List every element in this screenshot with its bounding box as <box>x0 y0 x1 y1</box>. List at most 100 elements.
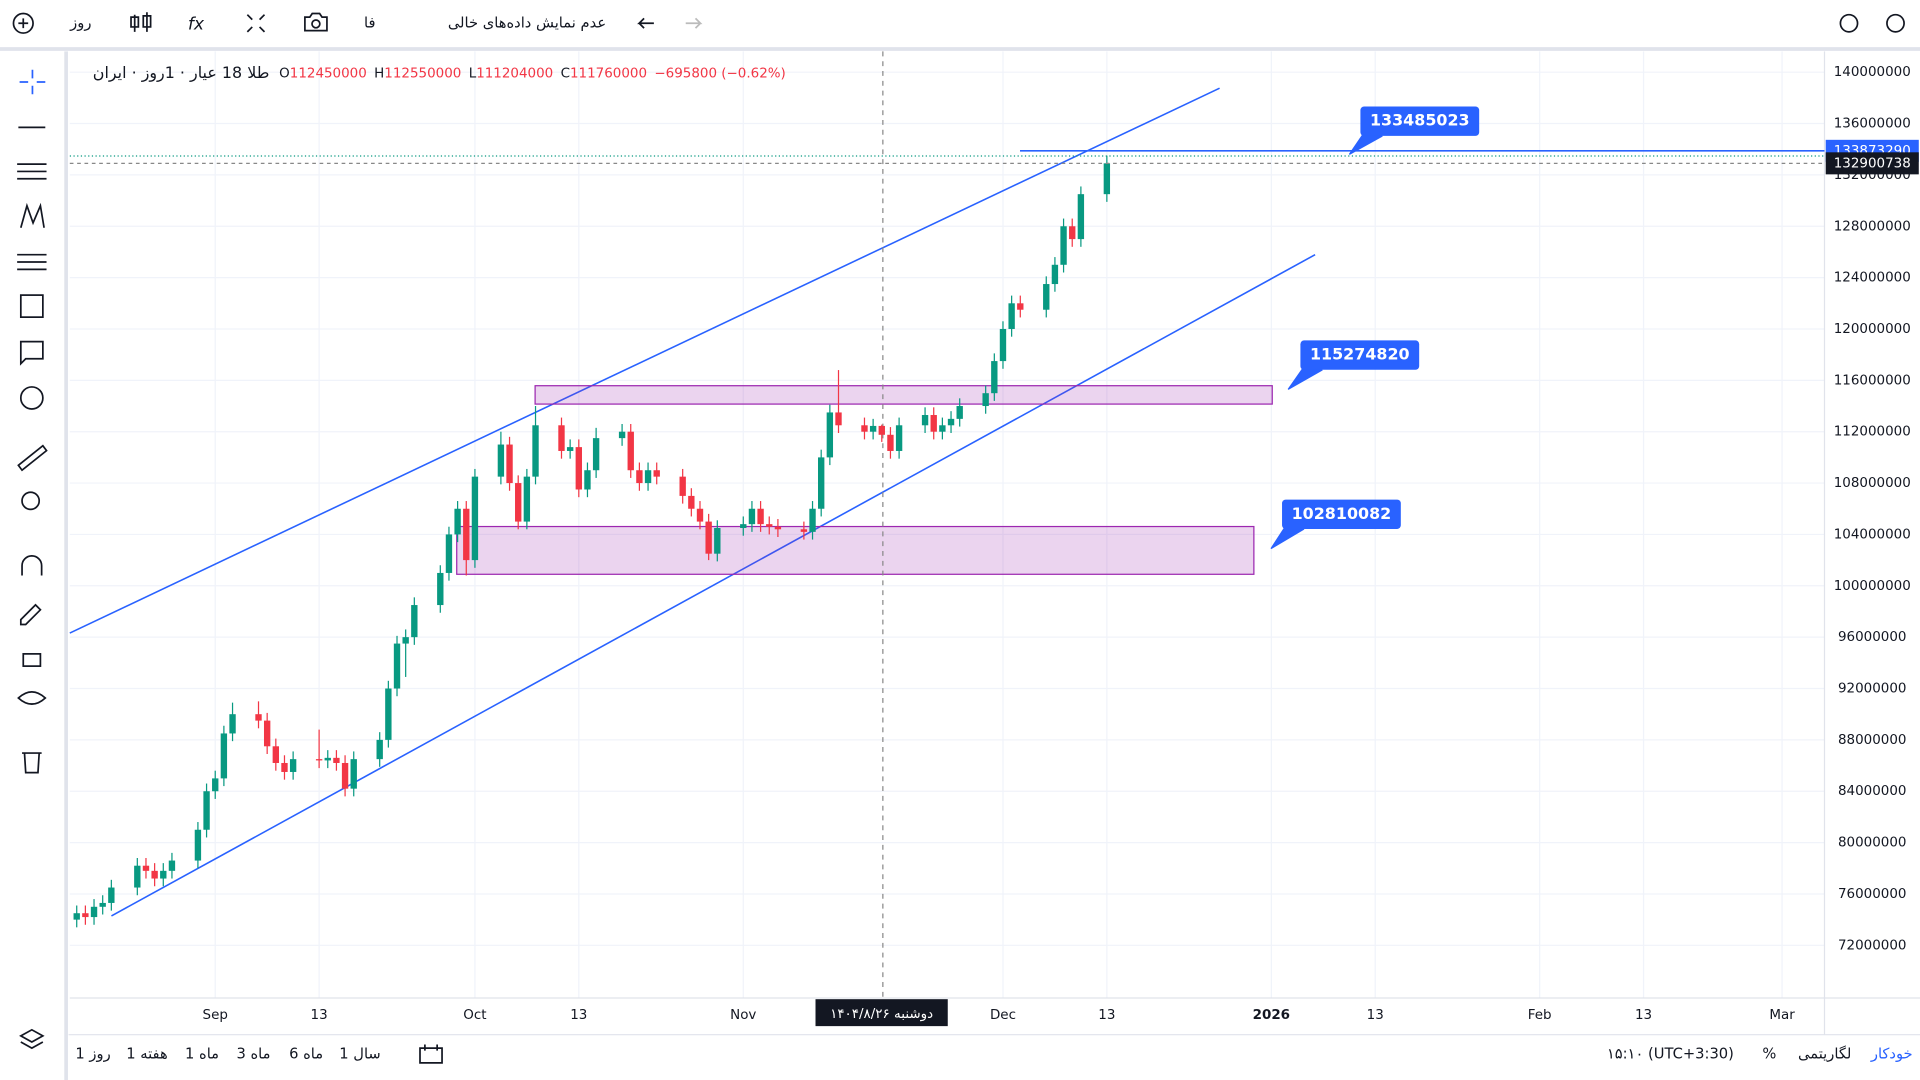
candle-body <box>982 393 989 407</box>
change: −695800 (−0.62%) <box>654 66 785 81</box>
range-button[interactable]: 1 روز <box>75 1045 110 1062</box>
candle-body <box>463 508 470 561</box>
chart-type-button[interactable] <box>130 12 152 32</box>
timezone[interactable]: ۱۵:۱۰ (UTC+3:30) <box>1607 1045 1734 1062</box>
y-tick-label: 84000000 <box>1838 784 1906 799</box>
candle-body <box>592 438 600 471</box>
percent-button[interactable]: % <box>1762 1045 1776 1062</box>
magnet-tool[interactable] <box>21 555 43 576</box>
candle-body <box>82 913 89 918</box>
hide-empty-button[interactable]: عدم نمایش داده‌های خالی <box>448 14 606 31</box>
candle-body <box>878 425 885 435</box>
candle-body <box>471 476 479 561</box>
candle-body <box>800 529 808 532</box>
candle-body <box>73 913 80 920</box>
candle-body <box>991 361 998 394</box>
candle-body <box>575 447 582 490</box>
candle-body <box>272 746 280 763</box>
candle-body <box>714 528 721 554</box>
o-value: 112450000 <box>290 66 367 81</box>
candle-body <box>160 870 167 879</box>
screenshot-button[interactable] <box>304 12 328 32</box>
candle-body <box>324 757 331 761</box>
candle-body <box>861 425 868 432</box>
candle-body <box>705 521 712 554</box>
text-tool[interactable] <box>19 340 44 366</box>
candle-body <box>437 572 444 606</box>
draw-mode-tool[interactable] <box>19 603 42 626</box>
x-tick-label: 13 <box>1635 1008 1652 1023</box>
candle-body <box>558 425 565 451</box>
channel-tool[interactable] <box>17 163 47 180</box>
range-button[interactable]: 1 سال <box>339 1045 380 1062</box>
candle-body <box>584 470 591 490</box>
candle-body <box>203 791 210 830</box>
candle-body <box>523 476 531 522</box>
alert-button[interactable] <box>1839 13 1859 33</box>
candle-body <box>532 425 539 477</box>
y-tick-label: 136000000 <box>1834 117 1911 132</box>
range-button[interactable]: 3 ماه <box>236 1045 270 1062</box>
measure-tool[interactable] <box>17 444 48 472</box>
candle-body <box>809 508 816 532</box>
range-button[interactable]: 6 ماه <box>289 1045 323 1062</box>
interval-button[interactable]: روز <box>69 14 91 31</box>
candle-body <box>766 524 773 527</box>
add-button[interactable] <box>12 12 34 34</box>
candle-body <box>506 444 513 484</box>
redo-button[interactable] <box>685 17 703 29</box>
pattern-tool[interactable] <box>19 202 45 228</box>
fib-tool[interactable] <box>17 253 47 271</box>
hide-tool[interactable] <box>17 690 47 705</box>
log-button[interactable]: لگاریتمی <box>1798 1044 1851 1062</box>
undo-button[interactable] <box>637 17 654 29</box>
y-tick-label: 88000000 <box>1838 733 1906 748</box>
fullscreen-button[interactable] <box>246 14 266 33</box>
y-tick-label: 120000000 <box>1834 322 1911 337</box>
object-tree-button[interactable] <box>19 1028 45 1050</box>
top-toolbar: روز fx فا عدم نمایش داده‌های خالی <box>0 12 1920 51</box>
cursor-tool[interactable] <box>19 69 46 95</box>
l-label: L <box>469 66 477 81</box>
candle-body <box>627 431 634 471</box>
price-label: 132900738 <box>1834 156 1911 171</box>
y-tick-label: 100000000 <box>1834 579 1911 594</box>
delete-tool[interactable] <box>22 752 42 774</box>
x-tick-label: 13 <box>1367 1008 1384 1023</box>
y-tick-label: 96000000 <box>1838 630 1906 645</box>
emoji-tool[interactable] <box>19 386 44 410</box>
candle-body <box>740 524 747 529</box>
callout-box <box>1282 499 1401 529</box>
candle-body <box>402 637 409 644</box>
candle-body <box>454 508 461 535</box>
candle-body <box>194 829 202 861</box>
callout-label: 133485023 <box>1370 111 1470 130</box>
candle-body <box>289 759 297 772</box>
shape-tool[interactable] <box>19 294 44 319</box>
candle-body <box>515 483 522 522</box>
candle-body <box>108 887 115 903</box>
candle-body <box>281 762 288 772</box>
candle-body <box>1051 264 1059 285</box>
ohlc: O112450000 H112550000 L111204000 C111760000… <box>279 66 786 81</box>
channel-lower <box>111 253 1316 917</box>
add-icon <box>18 18 29 29</box>
auto-button[interactable]: خودکار <box>1870 1045 1913 1062</box>
candle-body <box>618 431 626 439</box>
candle-body <box>930 415 937 432</box>
zone-upper <box>534 385 1273 405</box>
settings-button[interactable] <box>1886 13 1905 33</box>
candle-body <box>921 415 929 426</box>
language-button[interactable]: فا <box>364 14 376 31</box>
date-range-button[interactable] <box>419 1044 443 1064</box>
y-tick-label: 92000000 <box>1838 682 1906 697</box>
candle-body <box>445 534 453 573</box>
range-button[interactable]: 1 ماه <box>185 1045 219 1062</box>
range-button[interactable]: 1 هفته <box>126 1045 167 1062</box>
legend: طلا 18 عیار · 1روز · ایران O112450000 H11… <box>93 63 786 83</box>
indicators-button[interactable]: fx <box>188 14 205 34</box>
zoom-tool[interactable] <box>21 491 41 511</box>
candle-body <box>168 860 176 871</box>
lock-tool[interactable] <box>22 653 42 667</box>
